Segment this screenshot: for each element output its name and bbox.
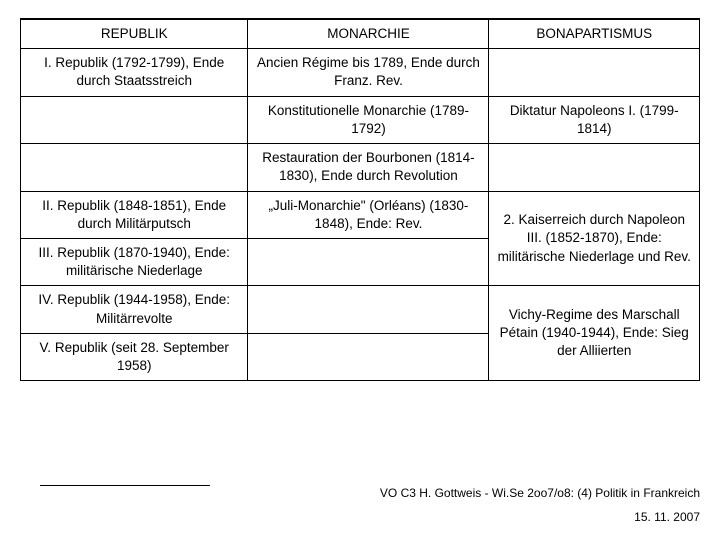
cell: [248, 333, 489, 380]
table-row: II. Republik (1848-1851), Ende durch Mil…: [21, 191, 700, 238]
header-republik: REPUBLIK: [21, 20, 248, 49]
header-monarchie: MONARCHIE: [248, 20, 489, 49]
table-row: Restauration der Bourbonen (1814-1830), …: [21, 144, 700, 191]
cell: [21, 144, 248, 191]
cell: Diktatur Napoleons I. (1799-1814): [489, 96, 700, 143]
cell: [489, 144, 700, 191]
cell: [248, 286, 489, 333]
footer-rule: [40, 485, 210, 486]
cell: Restauration der Bourbonen (1814-1830), …: [248, 144, 489, 191]
footer-text: VO C3 H. Gottweis - Wi.Se 2oo7/o8: (4) P…: [380, 486, 700, 500]
cell: I. Republik (1792-1799), Ende durch Staa…: [21, 49, 248, 96]
cell: [248, 238, 489, 285]
cell: IV. Republik (1944-1958), Ende: Militärr…: [21, 286, 248, 333]
cell: Konstitutionelle Monarchie (1789-1792): [248, 96, 489, 143]
table-row: Konstitutionelle Monarchie (1789-1792) D…: [21, 96, 700, 143]
header-row: REPUBLIK MONARCHIE BONAPARTISMUS: [21, 20, 700, 49]
table-row: IV. Republik (1944-1958), Ende: Militärr…: [21, 286, 700, 333]
v-republik-link[interactable]: V. Republik: [40, 340, 108, 355]
cell: [489, 49, 700, 96]
footer-date: 15. 11. 2007: [634, 510, 700, 524]
cell: [21, 96, 248, 143]
cell: II. Republik (1848-1851), Ende durch Mil…: [21, 191, 248, 238]
cell: III. Republik (1870-1940), Ende: militär…: [21, 238, 248, 285]
cell-v-republik: V. Republik (seit 28. September 1958): [21, 333, 248, 380]
cell: Ancien Régime bis 1789, Ende durch Franz…: [248, 49, 489, 96]
table-row: I. Republik (1792-1799), Ende durch Staa…: [21, 49, 700, 96]
header-bonapartismus: BONAPARTISMUS: [489, 20, 700, 49]
v-republik-rest: (seit 28. September 1958): [107, 340, 229, 373]
cell: Vichy-Regime des Marschall Pétain (1940-…: [489, 286, 700, 381]
cell: „Juli-Monarchie" (Orléans) (1830-1848), …: [248, 191, 489, 238]
history-table: REPUBLIK MONARCHIE BONAPARTISMUS I. Repu…: [20, 19, 700, 381]
cell: 2. Kaiserreich durch Napoleon III. (1852…: [489, 191, 700, 286]
